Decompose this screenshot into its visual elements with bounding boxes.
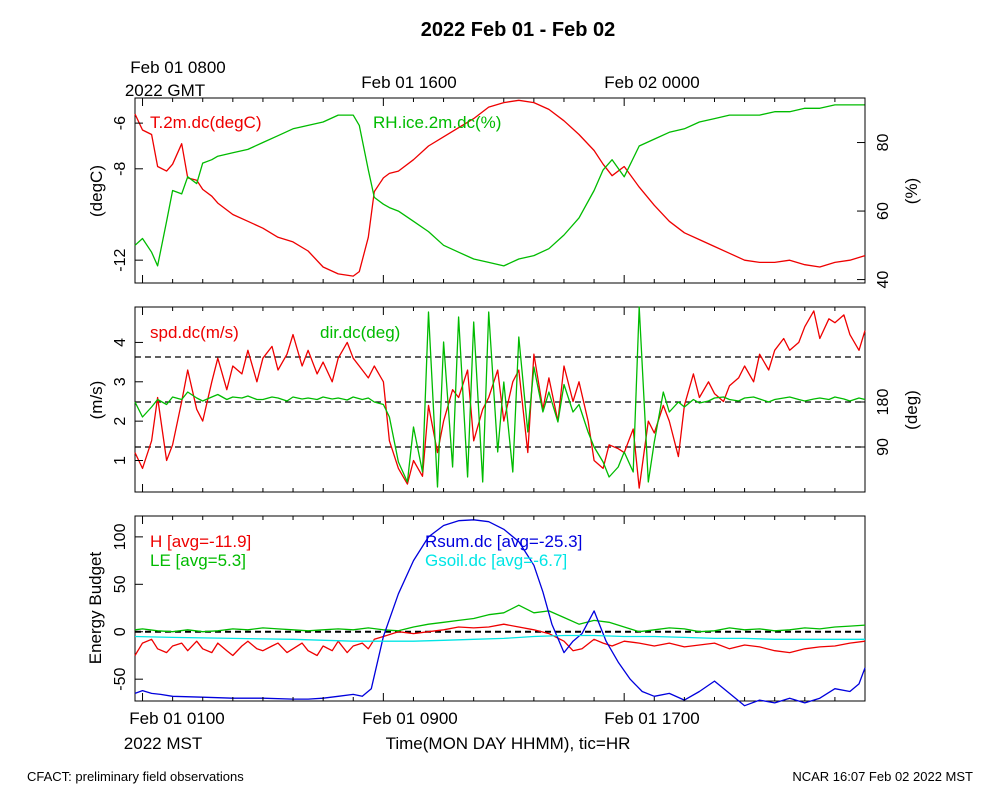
y-tick-label-left: 4 xyxy=(112,338,129,347)
series-line-p3-0 xyxy=(134,623,866,657)
top-time-axis: Feb 01 0800 2022 GMT Feb 01 1600 Feb 02 … xyxy=(125,58,700,100)
top-time-year-label: 2022 GMT xyxy=(125,81,205,100)
bottom-time-label-0900: Feb 01 0900 xyxy=(362,709,457,728)
legend-speed: spd.dc(m/s) xyxy=(150,323,239,342)
y-tick-label-left: 2 xyxy=(112,417,129,426)
series-line-p3-3 xyxy=(134,634,865,642)
top-time-label-0000: Feb 02 0000 xyxy=(604,73,699,92)
speed-axis-label: (m/s) xyxy=(87,381,106,420)
panel-frame-energy xyxy=(134,515,866,702)
y-tick-label-left: -6 xyxy=(112,116,129,130)
y-tick-label-left: 50 xyxy=(112,575,129,593)
legend-radiation-sum: Rsum.dc [avg=-25.3] xyxy=(425,532,582,551)
y-tick-label-right: 90 xyxy=(875,438,892,456)
y-tick-label-right: 180 xyxy=(875,389,892,416)
time-axis-title: Time(MON DAY HHMM), tic=HR xyxy=(386,734,631,753)
bottom-time-year-label: 2022 MST xyxy=(124,734,202,753)
bottom-time-label-1700: Feb 01 1700 xyxy=(604,709,699,728)
y-tick-label-left: 100 xyxy=(112,523,129,550)
top-time-label-1600: Feb 01 1600 xyxy=(361,73,456,92)
legend-latent-heat: LE [avg=5.3] xyxy=(150,551,246,570)
footer-right: NCAR 16:07 Feb 02 2022 MST xyxy=(792,769,973,784)
series-line-p1-1 xyxy=(134,104,865,267)
legend-soil-heat: Gsoil.dc [avg=-6.7] xyxy=(425,551,567,570)
bottom-time-axis: Feb 01 0100 2022 MST Feb 01 0900 Feb 01 … xyxy=(124,709,700,753)
panel-frame-wind xyxy=(134,306,866,493)
temp-axis-label: (degC) xyxy=(87,165,106,217)
y-tick-label-right: 40 xyxy=(875,271,892,289)
series-line-p3-2 xyxy=(134,519,866,707)
bottom-time-label-0100: Feb 01 0100 xyxy=(129,709,224,728)
chart-title: 2022 Feb 01 - Feb 02 xyxy=(421,19,616,41)
y-tick-label-right: 80 xyxy=(875,134,892,152)
y-tick-label-left: -50 xyxy=(112,668,129,691)
legend-direction: dir.dc(deg) xyxy=(320,323,400,342)
top-time-label-0800: Feb 01 0800 xyxy=(130,58,225,77)
y-tick-label-left: -12 xyxy=(112,248,129,271)
footer-left: CFACT: preliminary field observations xyxy=(27,769,244,784)
series-line-p2-1 xyxy=(134,306,866,488)
y-tick-label-left: 0 xyxy=(112,627,129,636)
panel-frame-temperature xyxy=(134,97,866,284)
y-tick-label-left: 3 xyxy=(112,377,129,386)
y-tick-label-right: 60 xyxy=(875,202,892,220)
series-line-p1-0 xyxy=(134,99,866,277)
legend-sensible-heat: H [avg=-11.9] xyxy=(150,532,251,551)
energy-axis-label: Energy Budget xyxy=(86,551,105,664)
y-tick-label-left: -8 xyxy=(112,162,129,176)
series-line-p3-1 xyxy=(134,604,866,633)
legend-humidity: RH.ice.2m.dc(%) xyxy=(373,113,501,132)
legend-temperature: T.2m.dc(degC) xyxy=(150,113,261,132)
humidity-axis-label: (%) xyxy=(902,178,921,204)
y-tick-label-left: 1 xyxy=(112,456,129,465)
direction-axis-label: (deg) xyxy=(902,390,921,430)
series-line-p2-0 xyxy=(134,310,866,489)
